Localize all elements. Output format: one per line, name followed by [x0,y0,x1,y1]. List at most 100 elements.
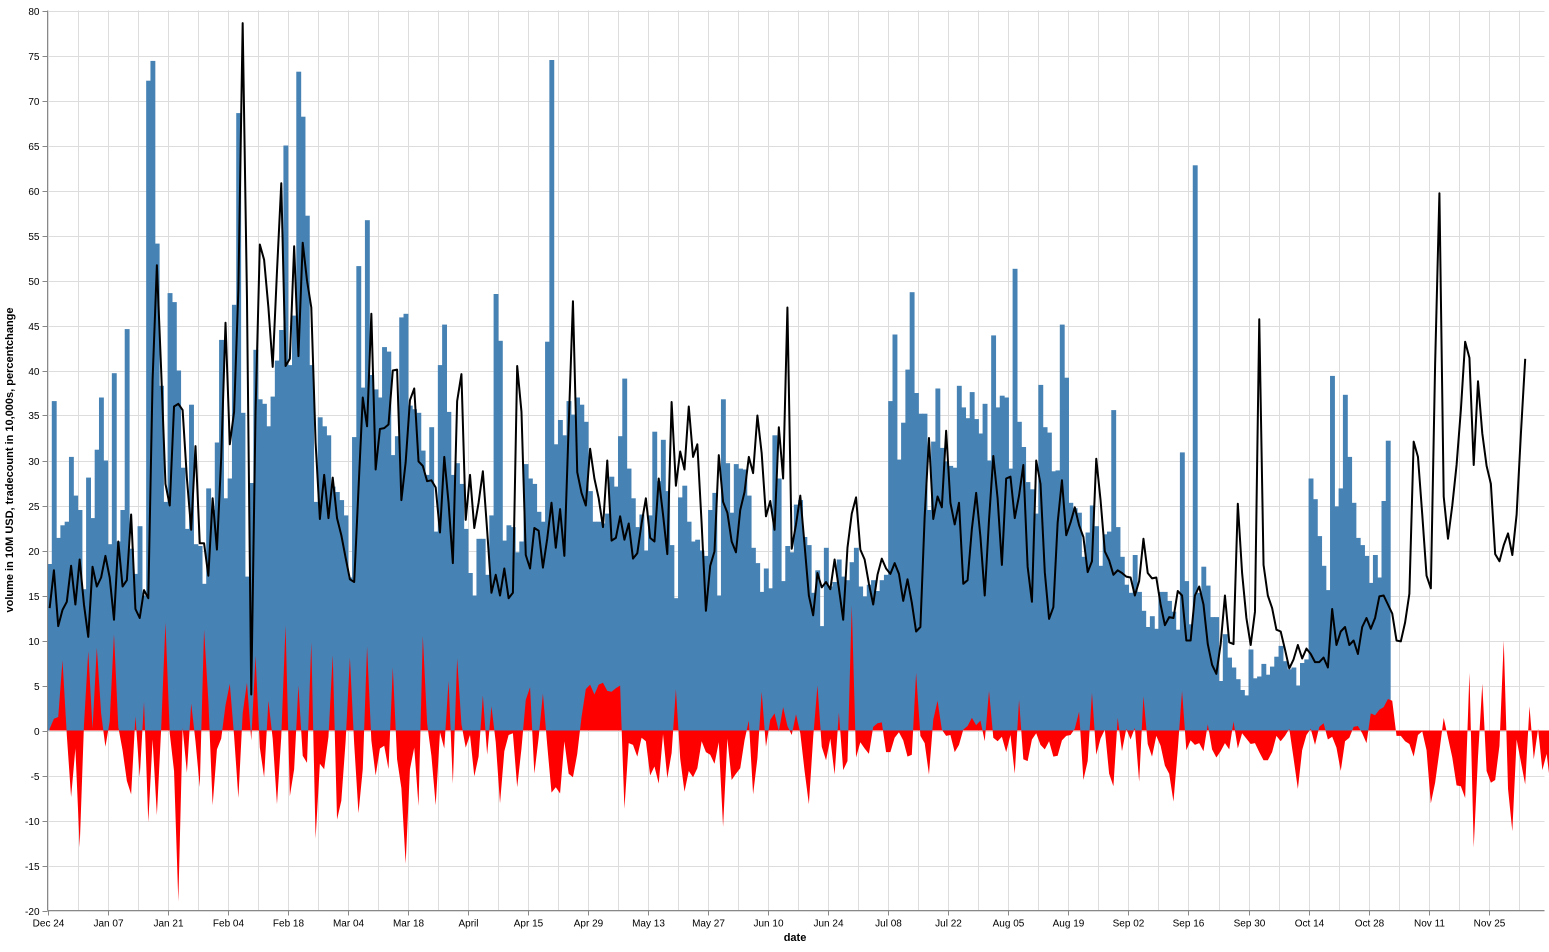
volume-bar [583,421,589,731]
x-tick-label: Apr 15 [514,919,544,930]
volume-bar [587,491,593,731]
volume-bar [292,315,297,731]
volume-bar [686,521,692,731]
volume-bar [1119,556,1125,731]
volume-bar [609,476,615,731]
volume-bar [1235,679,1241,731]
x-tick-label: Jan 21 [153,919,183,930]
volume-bar [257,399,263,731]
volume-bar [643,550,649,731]
x-tick-label: May 13 [632,919,665,930]
volume-bar [1304,659,1310,731]
volume-bar [566,401,572,731]
volume-bar [467,573,473,731]
volume-bar [81,589,87,731]
volume-bar [1205,585,1211,731]
volume-bar [214,442,220,731]
volume-bar [1021,447,1027,731]
volume-bar [326,435,332,731]
volume-bar [1175,629,1181,731]
volume-bar [678,497,683,731]
volume-bar [1167,600,1172,731]
volume-bar [433,531,439,731]
volume-bar [1038,384,1044,731]
y-tick-label: 55 [28,232,40,243]
volume-bar [1004,397,1009,731]
volume-bar [296,71,302,731]
volume-bar [617,436,623,731]
x-tick-label: Jul 08 [875,919,902,930]
x-tick-label: Feb 18 [273,919,305,930]
volume-bar [1085,532,1091,731]
x-tick-label: Oct 14 [1295,919,1325,930]
volume-bar [1106,531,1112,731]
volume-bar [1308,478,1314,731]
volume-bar [793,504,799,731]
volume-bar [1171,611,1177,731]
volume-bar [463,528,469,731]
volume-bar [180,467,186,731]
volume-bar [845,580,851,731]
volume-bar [660,439,666,731]
volume-bar [1342,394,1348,731]
volume-bar [244,576,250,731]
volume-bar [720,399,726,731]
volume-bar [1295,685,1301,731]
volume-bar [690,541,696,731]
volume-bar [780,581,786,731]
volume-bar [116,541,122,731]
volume-bar [553,444,559,731]
y-axis-ticks: -20 -15 -10 -5 0 5 10 15 20 25 30 35 40 45 50 55 60 65 70 7… [25,7,48,918]
volume-bar [991,335,997,731]
volume-bar [969,392,975,731]
volume-bar [1334,506,1340,731]
volume-bar [86,477,91,731]
y-tick-label: 80 [28,7,40,18]
volume-bar [364,220,370,731]
volume-bar [596,521,602,731]
volume-bar [918,413,924,731]
x-tick-label: Feb 04 [213,919,245,930]
volume-bar [1029,489,1035,731]
volume-bar [974,419,979,731]
x-tick-label: Apr 29 [574,919,604,930]
volume-bar [1209,617,1215,731]
volume-bar [1197,592,1202,731]
volume-bar [1068,502,1074,731]
y-tick-label: 25 [28,502,40,513]
y-tick-label: -15 [25,862,40,873]
volume-bar [802,537,808,731]
volume-bar [1158,591,1164,731]
volume-bar [137,526,143,731]
volume-bar [154,243,160,731]
volume-bar [1239,690,1245,731]
volume-bar [562,435,568,731]
volume-bar [77,510,83,731]
volume-bar [167,293,173,731]
volume-bar [352,437,357,731]
volume-bar [493,294,499,731]
volume-bar [708,510,713,731]
volume-bar [806,545,812,731]
volume-bar [502,540,508,731]
volume-bar [527,478,533,731]
volume-bar [1231,667,1237,731]
volume-bar [193,544,199,731]
volume-bar [750,547,756,731]
x-tick-label: April [458,919,478,930]
volume-bar [1377,577,1383,731]
volume-bar [1154,628,1160,731]
volume-bar [575,397,580,731]
volume-bar [1149,616,1155,731]
percentchange-area-path [49,605,1549,902]
volume-bar [210,510,216,731]
y-tick-label: 35 [28,411,40,422]
volume-bar [184,528,190,731]
volume-bar [141,595,147,731]
volume-bar [823,547,829,731]
volume-bar [1034,513,1039,731]
volume-bar [656,481,662,731]
volume-bar [1137,591,1142,731]
volume-bar [557,420,563,731]
